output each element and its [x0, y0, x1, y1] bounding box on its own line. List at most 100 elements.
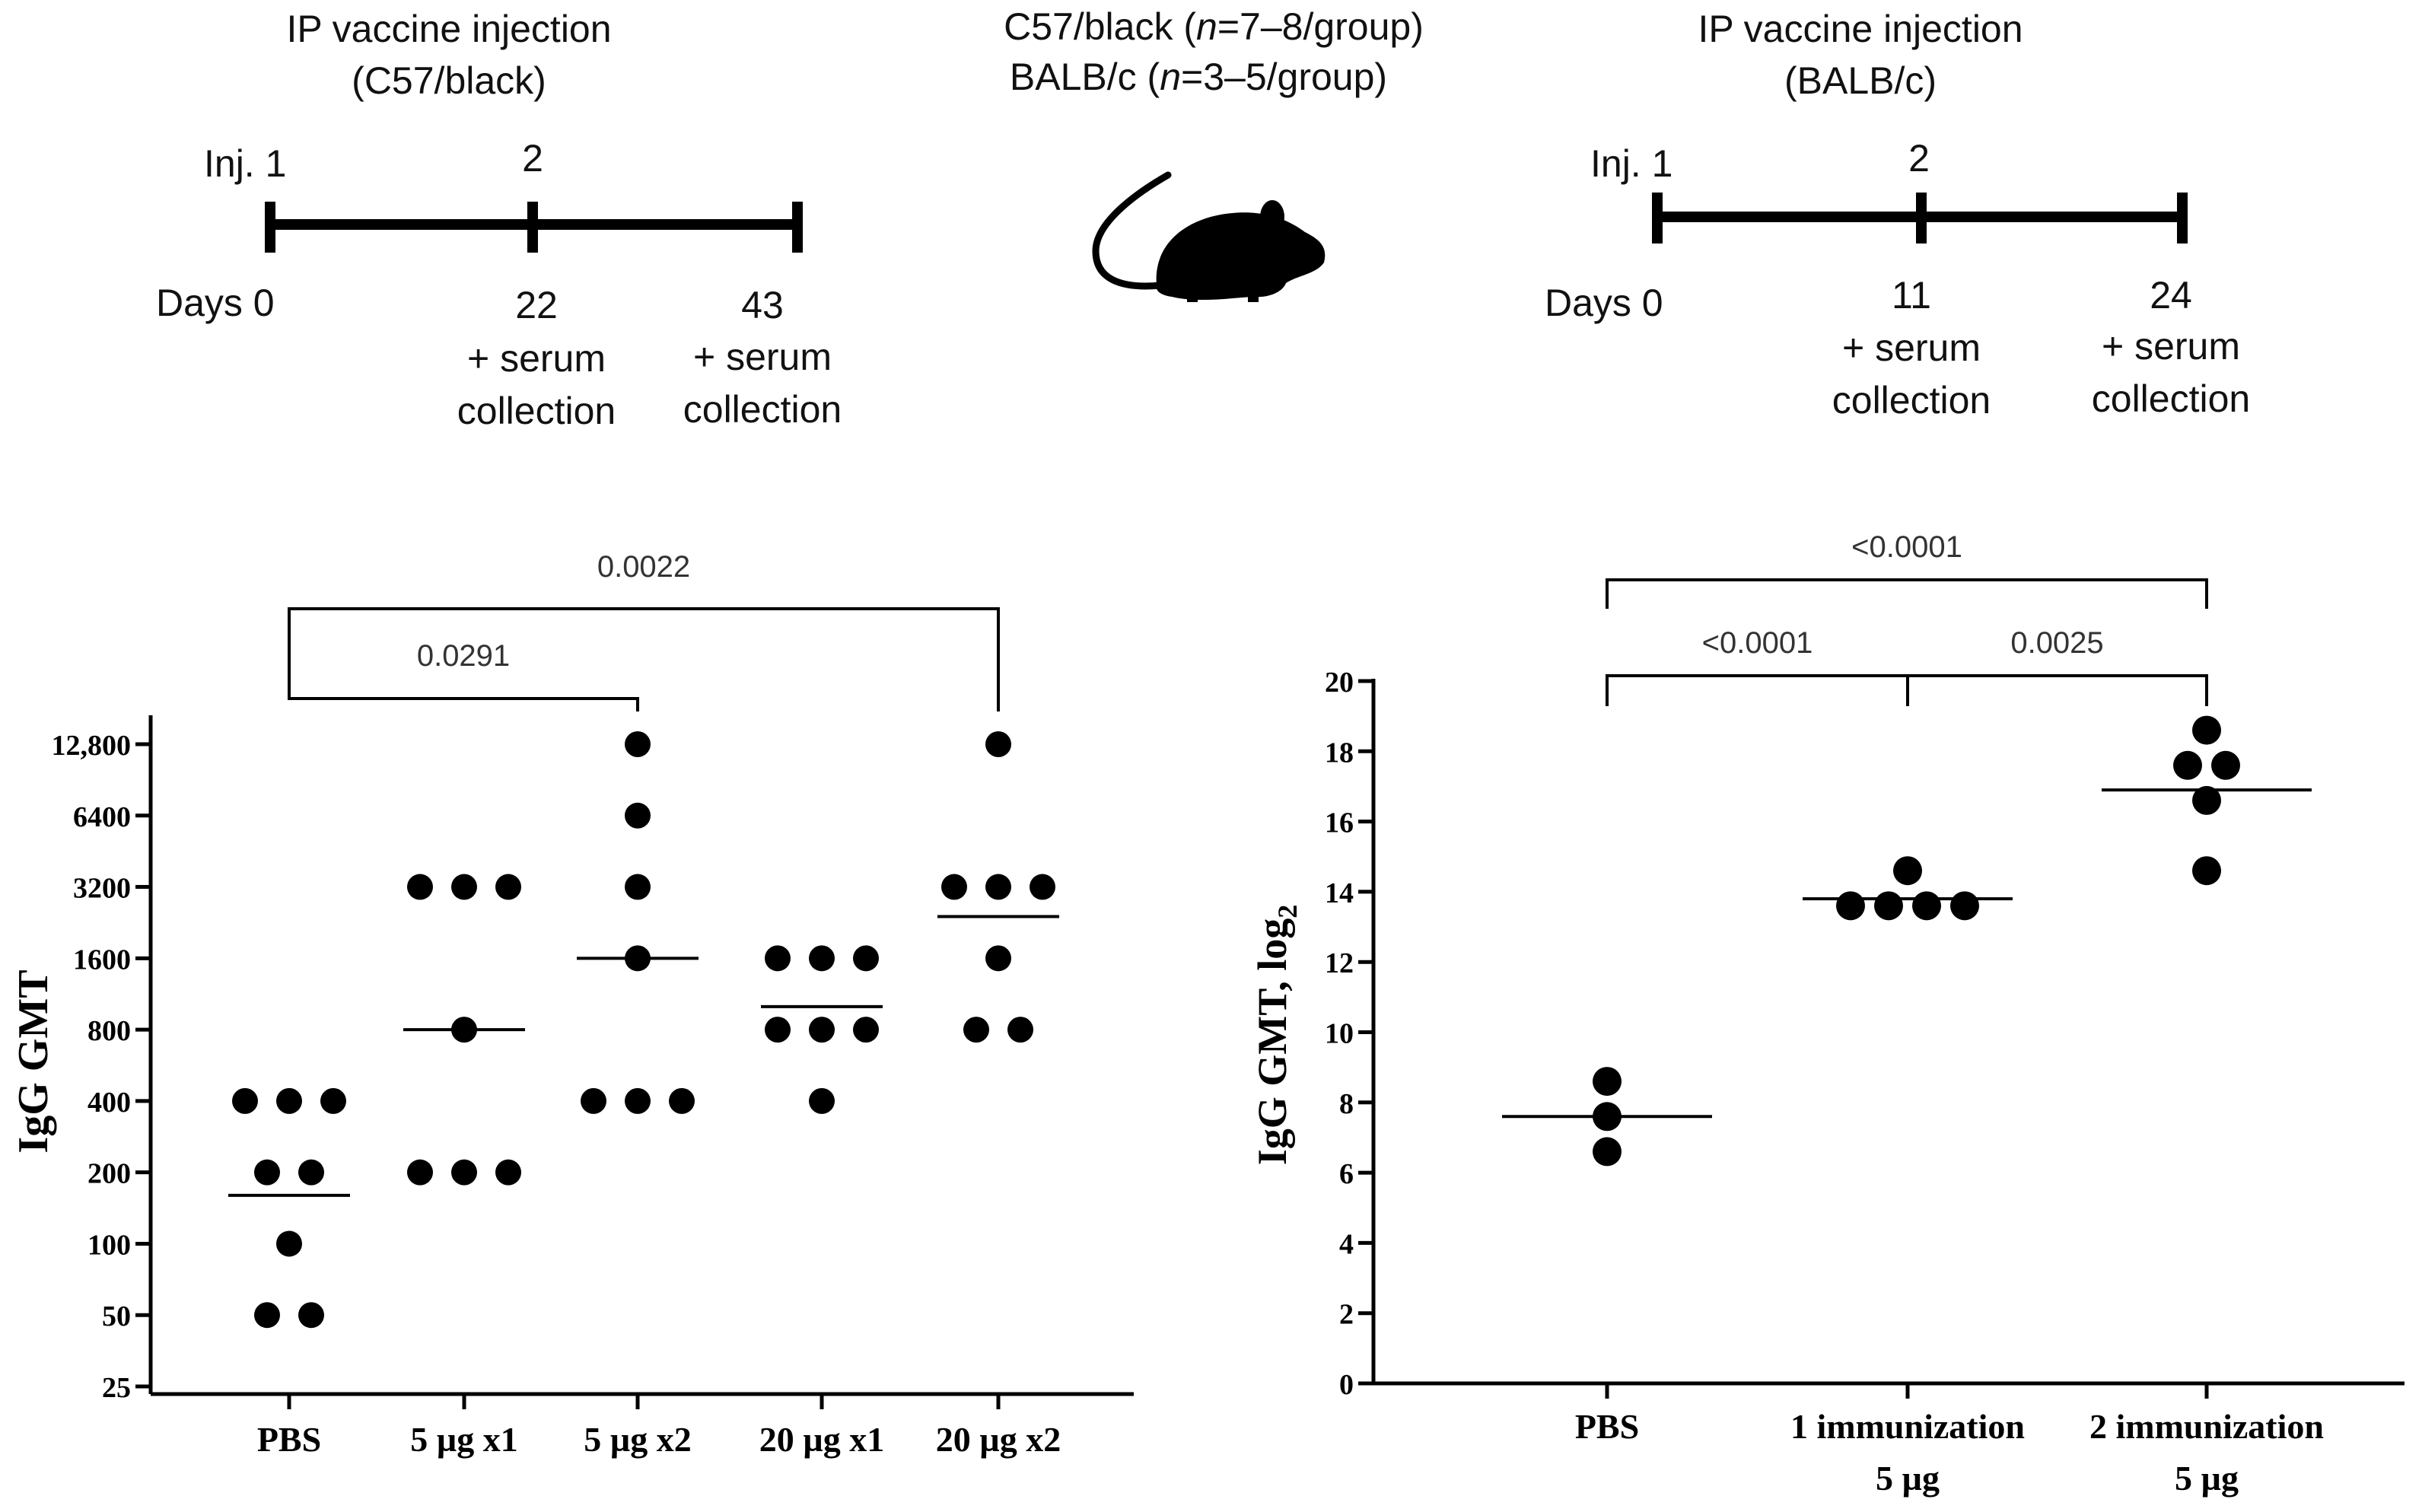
- y-tick-label-left-1: 50: [102, 1300, 131, 1332]
- timeline-right: IP vaccine injection (BALB/c) Inj. 1 2 D…: [1545, 8, 2250, 422]
- x-tick-label-left-1: 5 µg x1: [410, 1420, 518, 1459]
- data-point-3-0: [765, 945, 791, 972]
- data-point-0-5: [276, 1230, 302, 1257]
- data-point-2-1: [625, 802, 651, 829]
- data-point-1-3: [1912, 891, 1941, 921]
- y-tick-label-left-6: 1600: [73, 944, 131, 976]
- x-tick-label-left-3: 20 µg x1: [759, 1420, 885, 1459]
- data-point-2-1: [2173, 750, 2202, 780]
- data-point-2-5: [625, 1087, 651, 1114]
- timeline-left: IP vaccine injection (C57/black) Inj. 1 …: [156, 8, 842, 432]
- x-tick-label-left-4: 20 µg x2: [936, 1420, 1061, 1459]
- data-point-4-3: [1030, 874, 1055, 900]
- timeline-left-inj2-label: 2: [522, 137, 543, 180]
- timeline-right-inj1-label: Inj. 1: [1590, 142, 1672, 185]
- timeline-right-day-mid-serum: + serum: [1842, 326, 1981, 369]
- y-tick-label-right-9: 18: [1325, 737, 1354, 769]
- x-tick-label-left-0: PBS: [257, 1420, 321, 1459]
- data-point-4-1: [941, 874, 967, 900]
- y-tick-label-right-1: 2: [1339, 1299, 1354, 1331]
- p-value-label-right-0: <0.0001: [1702, 626, 1813, 660]
- data-point-1-0: [1893, 856, 1922, 886]
- timeline-left-day-end: 43: [741, 284, 784, 326]
- timeline-left-inj1-label: Inj. 1: [204, 142, 286, 185]
- x-tick-sublabel-right-2: 5 µg: [2175, 1459, 2239, 1498]
- y-tick-label-right-4: 8: [1339, 1088, 1354, 1120]
- significance-bracket-right-0: [1606, 674, 1909, 706]
- data-point-3-5: [853, 1017, 879, 1043]
- p-value-label-right-2: <0.0001: [1851, 530, 1962, 564]
- y-tick-label-left-4: 400: [88, 1087, 131, 1119]
- x-tick-sublabel-right-1: 5 µg: [1876, 1459, 1940, 1498]
- data-point-0-0: [232, 1087, 258, 1114]
- y-tick-label-left-5: 800: [88, 1015, 131, 1047]
- y-tick-label-right-7: 14: [1325, 877, 1354, 909]
- data-point-1-4: [1950, 891, 1979, 921]
- timeline-right-title-line1: IP vaccine injection: [1698, 8, 2023, 50]
- data-point-1-1: [451, 874, 477, 900]
- significance-bracket-right-1: [1906, 674, 2208, 706]
- timeline-left-day-end-collection: collection: [683, 388, 842, 431]
- y-axis-label-left: IgG GMT: [10, 969, 57, 1153]
- x-tick-label-right-2: 2 immunization: [2089, 1407, 2324, 1446]
- data-point-2-0: [625, 731, 651, 757]
- y-tick-label-right-5: 10: [1325, 1018, 1354, 1050]
- x-tick-label-right-0: PBS: [1575, 1407, 1639, 1446]
- data-point-2-4: [581, 1087, 606, 1114]
- timeline-right-day-mid: 11: [1892, 274, 1931, 317]
- y-tick-label-right-6: 12: [1325, 947, 1354, 979]
- data-point-4-0: [985, 731, 1011, 757]
- y-tick-label-left-7: 3200: [73, 873, 131, 905]
- data-point-0-0: [1593, 1067, 1622, 1097]
- timeline-left-day-end-serum: + serum: [693, 336, 832, 378]
- data-point-3-3: [765, 1017, 791, 1043]
- data-point-3-4: [809, 1017, 835, 1043]
- data-point-4-6: [1007, 1017, 1033, 1043]
- y-tick-label-right-0: 0: [1339, 1369, 1354, 1401]
- y-tick-label-right-8: 16: [1325, 807, 1354, 839]
- chart-c57-igg: 25 50 100 200 400 800 1600 3200 6400 12,800 IgG GM…: [10, 550, 1134, 1459]
- y-axis-label-right: IgG GMT, log2: [1249, 905, 1303, 1166]
- timeline-right-title-line2: (BALB/c): [1784, 59, 1937, 102]
- data-point-0-7: [298, 1302, 324, 1329]
- data-point-4-2: [985, 874, 1011, 900]
- data-point-1-1: [1836, 891, 1865, 921]
- data-point-2-4: [2192, 856, 2221, 886]
- timeline-right-day-end-serum: + serum: [2102, 325, 2240, 368]
- cohort-line-balbc: BALB/c (n=3–5/group): [1010, 56, 1387, 98]
- data-point-1-2: [495, 874, 521, 900]
- mouse-icon: [1092, 171, 1326, 302]
- data-point-2-6: [669, 1087, 695, 1114]
- y-tick-label-left-8: 6400: [73, 801, 131, 833]
- data-point-1-2: [1874, 891, 1903, 921]
- timeline-left-day-mid-collection: collection: [457, 390, 616, 432]
- timeline-right-days-label: Days 0: [1545, 282, 1663, 324]
- timeline-left-day-mid: 22: [515, 284, 558, 326]
- x-tick-label-right-1: 1 immunization: [1790, 1407, 2025, 1446]
- p-value-label-right-1: 0.0025: [2010, 626, 2103, 660]
- data-point-1-5: [451, 1159, 477, 1186]
- data-point-0-6: [254, 1302, 280, 1329]
- data-point-0-4: [298, 1159, 324, 1186]
- data-point-3-1: [809, 945, 835, 972]
- significance-bracket-left-0: [288, 673, 639, 711]
- data-point-2-0: [2192, 715, 2221, 745]
- timeline-left-days-label: Days 0: [156, 282, 275, 324]
- timeline-right-day-end: 24: [2150, 274, 2192, 317]
- data-point-0-2: [320, 1087, 346, 1114]
- cohort-header: C57/black (n=7–8/group) BALB/c (n=3–5/gr…: [1004, 5, 1424, 98]
- y-tick-label-left-9: 12,800: [52, 730, 132, 762]
- data-point-2-3: [2192, 785, 2221, 815]
- data-point-0-2: [1593, 1137, 1622, 1167]
- data-point-2-2: [2211, 750, 2240, 780]
- y-tick-label-right-2: 4: [1339, 1228, 1354, 1260]
- data-point-1-0: [407, 874, 433, 900]
- cohort-line-c57: C57/black (n=7–8/group): [1004, 5, 1424, 48]
- timeline-right-day-end-collection: collection: [2092, 377, 2250, 420]
- data-point-4-4: [985, 945, 1011, 972]
- p-value-label-left-0: 0.0291: [417, 639, 510, 673]
- y-tick-label-right-3: 6: [1339, 1158, 1354, 1190]
- data-point-3-6: [809, 1087, 835, 1114]
